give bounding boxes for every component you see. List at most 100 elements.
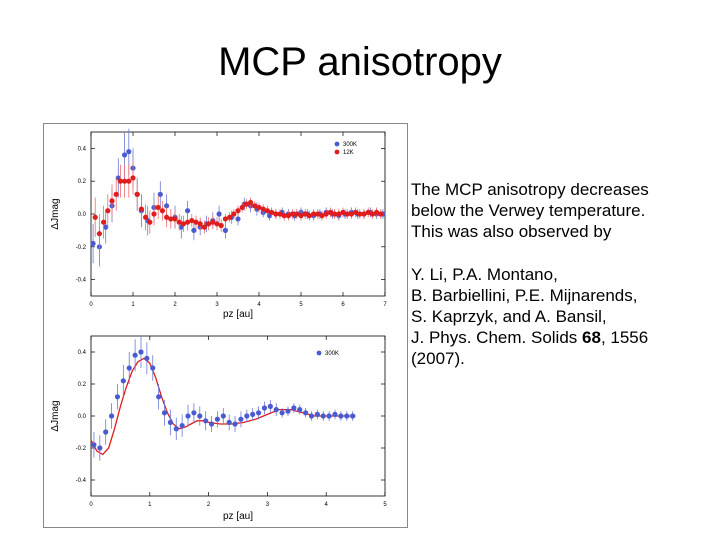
data-point-red: [214, 221, 220, 227]
data-point-blue: [273, 407, 279, 413]
data-point-red: [327, 209, 333, 215]
data-point-red: [151, 211, 157, 217]
data-point-blue: [164, 203, 170, 209]
x-tick-label: 7: [383, 302, 387, 308]
data-point-blue: [350, 413, 356, 419]
data-point-red: [143, 214, 149, 220]
reference-year-line: (2007).: [411, 349, 465, 368]
data-point-red: [311, 211, 317, 217]
y-tick-label: 0.4: [78, 350, 87, 356]
data-point-red: [361, 211, 367, 217]
data-point-red: [248, 199, 254, 206]
x-tick-label: 0: [89, 502, 93, 508]
data-point-red: [113, 191, 119, 197]
x-tick-label: 5: [299, 302, 303, 308]
data-point-blue: [222, 227, 228, 233]
legend-label: 12K: [343, 150, 354, 156]
data-point-red: [332, 211, 338, 217]
data-point-red: [134, 191, 140, 197]
plot-1: 0 1 2 3 4 5 6 7 0.4 0.2 0.0 -0.2 -0.4 pz [au] ΔJmag 300…: [50, 128, 387, 320]
data-point-red: [277, 211, 283, 217]
data-point-blue: [197, 413, 203, 419]
data-point-red: [285, 213, 291, 219]
data-point-red: [235, 208, 241, 214]
y-tick-label: 0.4: [78, 146, 87, 152]
data-point-red: [155, 204, 161, 211]
data-point-blue: [261, 405, 268, 411]
x-tick-label: 4: [257, 302, 261, 308]
data-point-blue: [122, 152, 128, 158]
data-point-red: [260, 206, 266, 212]
data-point-red: [290, 211, 296, 217]
data-point-blue: [126, 365, 132, 371]
data-point-red: [176, 219, 182, 225]
x-tick-label: 5: [383, 502, 387, 508]
data-point-blue: [320, 413, 326, 419]
data-point-blue: [126, 149, 132, 155]
data-point-red: [201, 224, 207, 230]
data-point-red: [101, 219, 107, 225]
data-point-red: [315, 211, 321, 217]
data-point-red: [239, 204, 245, 211]
x-tick-label: 3: [266, 502, 270, 508]
data-point-blue: [216, 211, 222, 217]
data-point-blue: [167, 419, 173, 425]
data-point-red: [344, 211, 350, 217]
journal-name: J. Phys. Chem. Solids: [411, 328, 583, 347]
data-point-blue: [297, 407, 303, 413]
data-point-red: [269, 209, 275, 215]
data-point-red: [92, 214, 98, 220]
data-point-blue: [91, 442, 97, 448]
y-tick-label: -0.4: [76, 278, 87, 284]
data-point-red: [168, 216, 174, 222]
data-point-red: [323, 211, 329, 217]
data-point-red: [243, 201, 249, 207]
data-point-blue: [267, 403, 273, 409]
data-point-blue: [220, 413, 226, 419]
data-point-blue: [285, 408, 291, 414]
y-tick-label: 0.2: [78, 382, 87, 388]
data-point-blue: [250, 411, 256, 417]
data-point-blue: [185, 413, 191, 419]
y-axis-label: ΔJmag: [50, 400, 61, 431]
data-point-red: [340, 209, 346, 215]
data-point-red: [206, 221, 212, 227]
x-tick-label: 2: [173, 302, 177, 308]
x-tick-label: 4: [325, 502, 329, 508]
data-point-red: [218, 222, 224, 229]
data-point-blue: [138, 349, 144, 355]
reference-authors-line: S. Kaprzyk, and A. Bansil,: [411, 307, 607, 326]
data-point-blue: [97, 445, 103, 451]
data-point-blue: [90, 240, 96, 247]
data-point-red: [172, 216, 178, 222]
y-tick-label: 0.0: [78, 414, 87, 420]
data-point-red: [302, 211, 308, 217]
data-point-blue: [291, 405, 297, 411]
data-point-red: [189, 217, 195, 224]
plot-2: 0 1 2 3 4 5 0.4 0.2 0.0 -0.2 -0.4 pz [au] ΔJmag 300K: [50, 335, 387, 522]
reference-authors-line: B. Barbiellini, P.E. Mijnarends,: [411, 286, 638, 305]
data-point-red: [319, 213, 325, 219]
data-point-blue: [203, 418, 209, 424]
data-point-blue: [120, 378, 126, 384]
figure-plots: 0 1 2 3 4 5 6 70.40.20.0-0.2-0.4pz [au]ΔJmag300…: [50, 128, 387, 522]
data-point-blue: [150, 365, 156, 371]
figure-panel: 0 1 2 3 4 5 6 7 0.4 0.2 0.0 -0.2 -0.4 pz [au] ΔJmag 300…: [43, 123, 408, 528]
data-point-blue: [344, 413, 350, 419]
data-point-red: [336, 211, 342, 217]
data-point-red: [227, 214, 233, 220]
data-point-red: [210, 219, 216, 225]
data-point-blue: [232, 421, 238, 427]
data-point-blue: [132, 352, 138, 358]
data-point-blue: [338, 413, 344, 419]
legend-marker: [334, 149, 340, 155]
data-point-blue: [226, 419, 232, 425]
x-tick-label: 3: [215, 302, 219, 308]
data-point-blue: [185, 208, 191, 214]
legend-label: 300K: [343, 142, 357, 148]
description-line: below the Verwey temperature.: [411, 201, 646, 220]
data-point-red: [256, 204, 262, 211]
data-point-red: [369, 211, 375, 217]
slide-title: MCP anisotropy: [218, 40, 502, 84]
data-point-red: [96, 231, 102, 237]
